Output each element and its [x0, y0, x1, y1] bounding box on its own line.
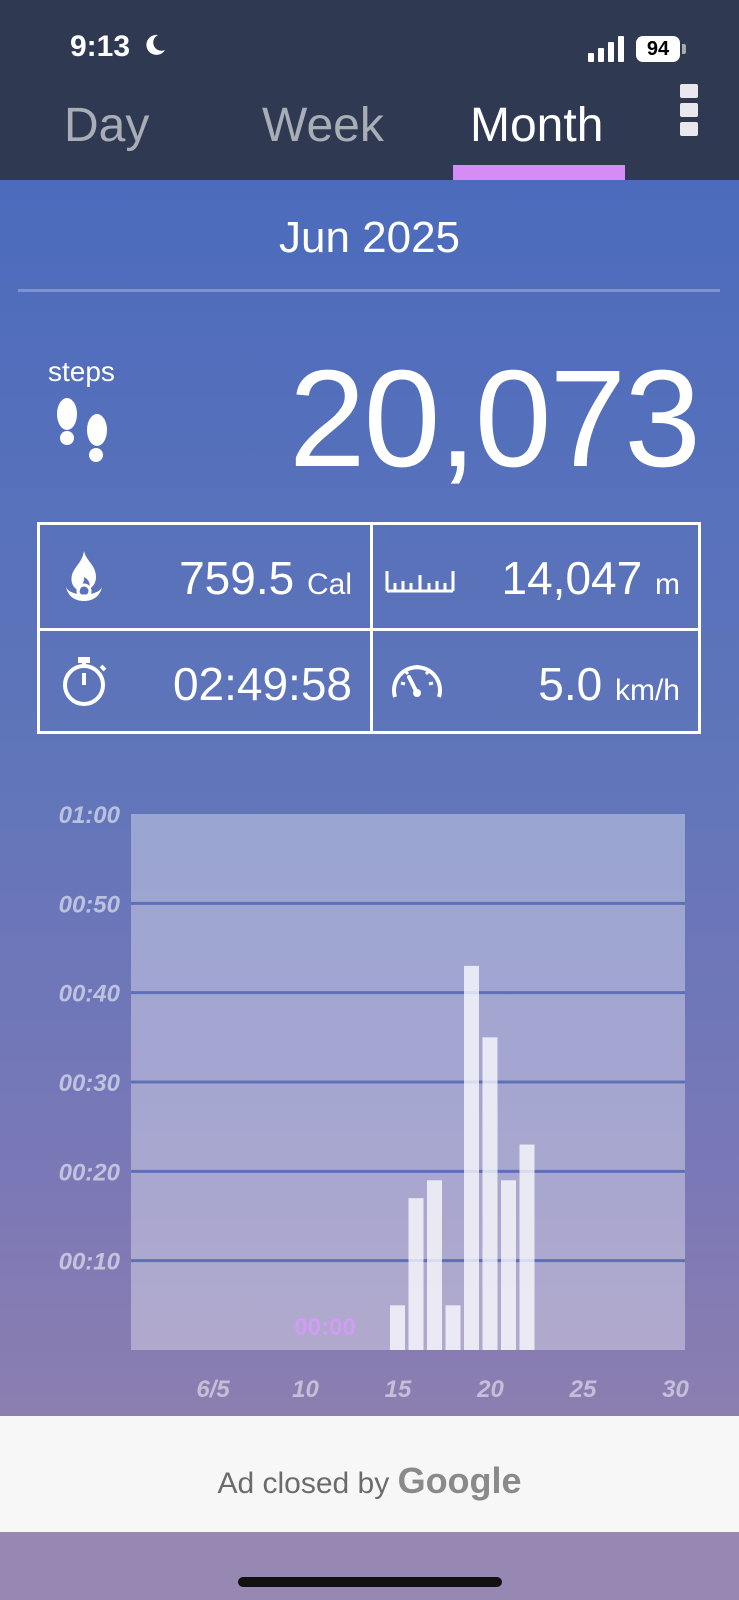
chart-bar — [390, 1305, 405, 1350]
steps-value: 20,073 — [288, 342, 701, 496]
stopwatch-icon — [63, 657, 107, 706]
flame-icon — [66, 551, 102, 601]
duration-value: 02:49:58 — [172, 658, 352, 710]
period-tabs: Day Week Month — [0, 90, 739, 180]
chart-x-tick-label: 20 — [476, 1376, 504, 1403]
speed-cell: 5.0 km/h — [373, 631, 698, 731]
footprints-icon — [57, 398, 107, 462]
duration-cell: 02:49:58 — [40, 631, 370, 731]
calories-unit: Cal — [306, 568, 352, 601]
battery-icon: 94 — [636, 36, 686, 64]
period-title[interactable]: Jun 2025 — [278, 213, 461, 262]
speed-unit: km/h — [614, 674, 680, 707]
stats-grid: 759.5 Cal 14,047 m 02:49:58 5.0 km/h — [37, 522, 701, 734]
distance-unit: m — [655, 568, 680, 601]
chart-x-tick-label: 6/5 — [196, 1376, 230, 1403]
main-panel — [0, 180, 739, 1416]
ruler-icon — [385, 571, 455, 593]
speed-value: 5.0 — [538, 658, 603, 710]
calories-value: 759.5 — [179, 552, 295, 604]
tab-week[interactable]: Week — [262, 99, 384, 152]
active-tab-indicator — [453, 165, 625, 180]
chart-bar — [445, 1305, 461, 1350]
steps-label: steps — [48, 356, 115, 387]
status-time: 9:13 — [70, 30, 131, 63]
bottom-area — [0, 1532, 739, 1600]
ad-text: Ad closed by — [217, 1467, 390, 1500]
monthly-duration-chart: 00:10 00:20 00:30 00:40 00:50 01:00 6/5 10 15 20 2… — [59, 802, 690, 1403]
chart-x-tick-label: 30 — [662, 1376, 689, 1403]
chart-y-tick-label: 01:00 — [59, 802, 121, 829]
battery-level: 94 — [636, 36, 680, 62]
chart-y-tick-label: 00:40 — [59, 981, 121, 1008]
chart-y-tick-label: 00:30 — [59, 1070, 121, 1097]
moon-icon — [146, 34, 165, 55]
chart-zero-label: 00:00 — [294, 1314, 355, 1341]
status-bar: 9:13 94 — [0, 0, 739, 90]
more-menu-icon[interactable] — [680, 84, 702, 140]
chart-bar — [482, 1037, 498, 1350]
chart-bar — [408, 1198, 424, 1350]
distance-cell: 14,047 m — [373, 525, 698, 628]
signal-icon — [588, 36, 624, 62]
tab-month[interactable]: Month — [470, 99, 604, 152]
tab-day[interactable]: Day — [64, 99, 150, 152]
chart-y-tick-label: 00:20 — [59, 1159, 121, 1186]
home-indicator[interactable] — [238, 1577, 502, 1587]
calories-cell: 759.5 Cal — [40, 525, 370, 628]
chart-y-tick-label: 00:10 — [59, 1249, 121, 1276]
chart-bar — [464, 965, 479, 1350]
ad-banner: Ad closed by Google — [0, 1416, 739, 1532]
chart-bar — [501, 1180, 516, 1350]
divider — [18, 289, 720, 292]
speedometer-icon — [392, 665, 442, 698]
chart-y-tick-label: 00:50 — [59, 891, 121, 918]
chart-x-tick-label: 25 — [569, 1376, 597, 1403]
ad-brand: Google — [397, 1460, 522, 1501]
chart-x-tick-label: 10 — [292, 1376, 319, 1403]
chart-bar — [519, 1144, 535, 1350]
distance-value: 14,047 — [501, 552, 643, 604]
top-bar — [0, 0, 739, 180]
chart-x-tick-label: 15 — [385, 1376, 412, 1403]
chart-bar — [427, 1180, 442, 1350]
